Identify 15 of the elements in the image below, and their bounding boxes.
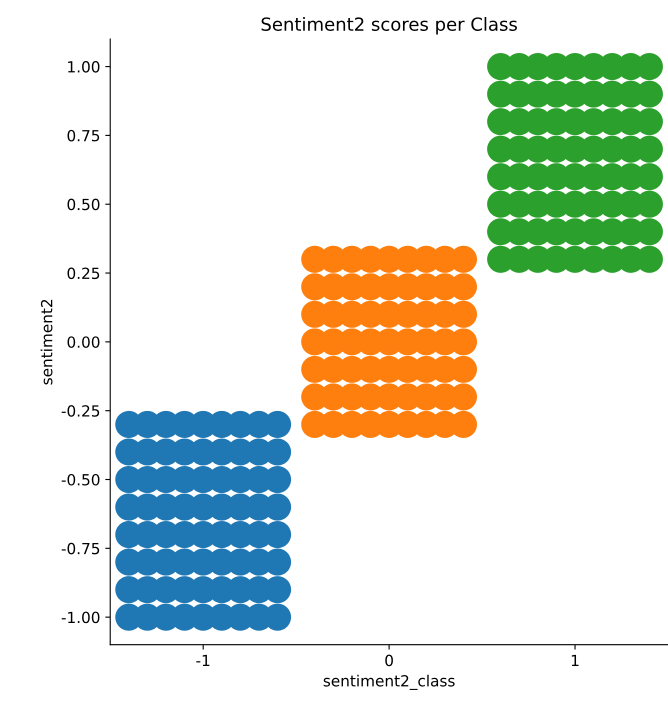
y-tick-label: 0.50	[67, 198, 100, 210]
x-axis-title: sentiment2_class	[324, 674, 455, 690]
y-tick-label: -1.00	[62, 612, 100, 624]
y-axis-title: sentiment2	[40, 300, 52, 385]
y-tick-label: 0.00	[67, 336, 100, 348]
x-tick-label: 0	[385, 654, 393, 666]
y-tick-label: 0.25	[67, 268, 100, 280]
y-tick-label: -0.75	[62, 542, 100, 554]
x-tick-label: -1	[196, 654, 210, 666]
x-tick-label: 1	[572, 654, 578, 666]
chart-title: Sentiment2 scores per Class	[262, 16, 517, 34]
y-tick-label: -0.50	[62, 474, 100, 486]
y-tick-label: -0.25	[62, 405, 100, 417]
y-tick-label: 0.75	[67, 130, 100, 142]
y-tick-label: 1.00	[68, 61, 100, 73]
